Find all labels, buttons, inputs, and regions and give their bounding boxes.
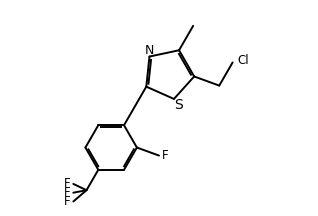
Text: F: F bbox=[162, 149, 169, 162]
Text: F: F bbox=[64, 195, 71, 208]
Text: Cl: Cl bbox=[237, 54, 249, 67]
Text: S: S bbox=[174, 98, 183, 112]
Text: N: N bbox=[145, 44, 154, 57]
Text: F: F bbox=[64, 177, 71, 191]
Text: F: F bbox=[64, 186, 71, 199]
